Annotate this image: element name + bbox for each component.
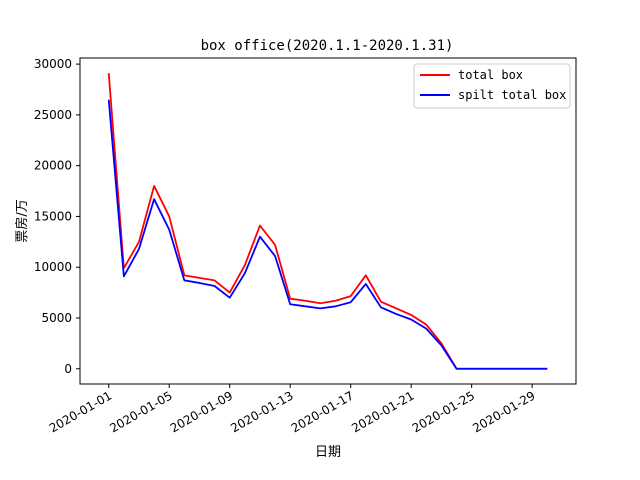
y-tick-label: 15000 <box>34 209 72 223</box>
legend: total box spilt total box <box>413 63 571 109</box>
x-axis-label: 日期 <box>315 445 341 460</box>
y-tick-label: 30000 <box>34 57 72 71</box>
y-axis: 0 5000 10000 15000 20000 25000 30000 <box>34 57 80 376</box>
y-tick-label: 0 <box>64 362 72 376</box>
series-layer <box>107 73 548 370</box>
plot-frame <box>79 57 577 385</box>
y-axis-label: 票房/万 <box>14 199 30 242</box>
chart-title: box office(2020.1.1-2020.1.31) <box>201 38 454 54</box>
legend-box <box>413 63 571 109</box>
y-tick-label: 25000 <box>34 108 72 122</box>
series-line-spilt-total-box <box>107 99 548 370</box>
y-tick-label: 20000 <box>34 159 72 173</box>
legend-label-total-box: total box <box>458 68 523 82</box>
legend-label-spilt-total-box: spilt total box <box>458 88 566 102</box>
y-tick-label: 5000 <box>41 311 72 325</box>
y-tick-label: 10000 <box>34 260 72 274</box>
